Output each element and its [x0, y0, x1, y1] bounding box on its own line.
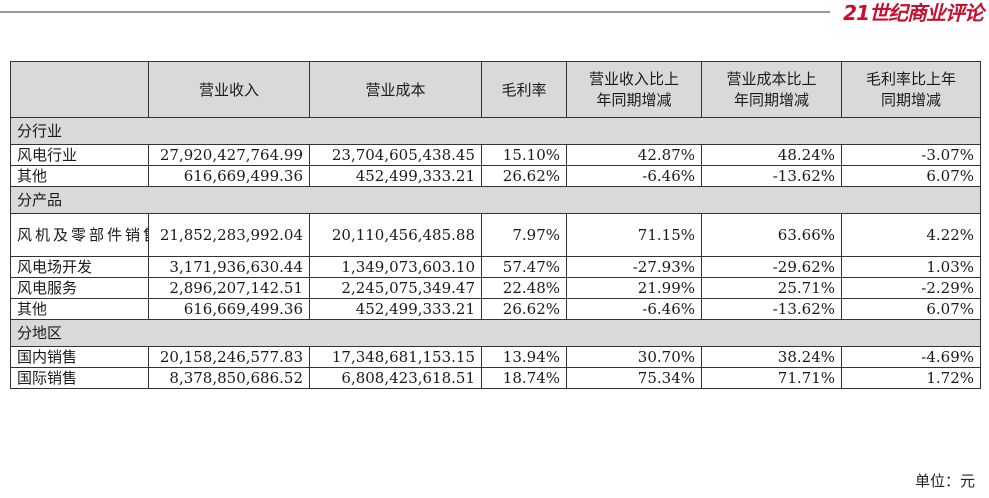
revenue-cell: 27,920,427,764.99 — [148, 144, 310, 166]
cost-cell: 23,704,605,438.45 — [309, 144, 482, 166]
cost-cell: 452,499,333.21 — [309, 298, 482, 320]
revenue-change-cell: 75.34% — [566, 367, 702, 389]
cost-change-cell: -13.62% — [701, 165, 842, 187]
table-row: 其他 616,669,499.36 452,499,333.21 26.62% … — [10, 298, 981, 320]
cost-cell: 452,499,333.21 — [309, 165, 482, 187]
cost-change-cell: -13.62% — [701, 298, 842, 320]
top-rule — [0, 11, 830, 13]
margin-change-cell: 4.22% — [841, 213, 981, 257]
header-blank — [10, 61, 149, 118]
cost-cell: 20,110,456,485.88 — [309, 213, 482, 257]
margin-change-cell: -3.07% — [841, 144, 981, 166]
header-margin-change: 毛利率比上年 同期增减 — [841, 61, 981, 118]
cost-change-cell: 63.66% — [701, 213, 842, 257]
margin-change-cell: 6.07% — [841, 165, 981, 187]
row-name: 其他 — [10, 165, 149, 187]
margin-change-cell: -2.29% — [841, 277, 981, 299]
margin-cell: 26.62% — [481, 298, 567, 320]
section-row-region: 分地区 — [10, 319, 981, 347]
margin-cell: 22.48% — [481, 277, 567, 299]
margin-cell: 18.74% — [481, 367, 567, 389]
row-name: 风电场开发 — [10, 256, 149, 278]
table-row: 风电场开发 3,171,936,630.44 1,349,073,603.10 … — [10, 256, 981, 278]
revenue-change-cell: 42.87% — [566, 144, 702, 166]
header-margin-change-line1: 毛利率比上年 — [865, 69, 956, 88]
row-name: 风电行业 — [10, 144, 149, 166]
unit-label: 单位：元 — [914, 472, 975, 490]
margin-cell: 15.10% — [481, 144, 567, 166]
revenue-change-cell: 30.70% — [566, 346, 702, 368]
brand-logo: 21世纪商业评论 — [843, 1, 984, 25]
table-row: 风电行业 27,920,427,764.99 23,704,605,438.45… — [10, 144, 981, 166]
cost-change-cell: 25.71% — [701, 277, 842, 299]
row-name: 国内销售 — [10, 346, 149, 368]
header-cost: 营业成本 — [309, 61, 482, 118]
row-name: 风机及零部件销售 — [10, 213, 149, 257]
revenue-cell: 8,378,850,686.52 — [148, 367, 310, 389]
header-margin-change-line2: 同期增减 — [880, 90, 941, 109]
cost-change-cell: 48.24% — [701, 144, 842, 166]
margin-change-cell: -4.69% — [841, 346, 981, 368]
table-row: 国内销售 20,158,246,577.83 17,348,681,153.15… — [10, 346, 981, 368]
cost-change-cell: -29.62% — [701, 256, 842, 278]
revenue-cell: 20,158,246,577.83 — [148, 346, 310, 368]
cost-cell: 17,348,681,153.15 — [309, 346, 482, 368]
header-revenue: 营业收入 — [148, 61, 310, 118]
revenue-cell: 616,669,499.36 — [148, 165, 310, 187]
cost-cell: 1,349,073,603.10 — [309, 256, 482, 278]
margin-cell: 7.97% — [481, 213, 567, 257]
margin-change-cell: 1.03% — [841, 256, 981, 278]
revenue-change-cell: -27.93% — [566, 256, 702, 278]
margin-cell: 57.47% — [481, 256, 567, 278]
margin-cell: 13.94% — [481, 346, 567, 368]
margin-change-cell: 6.07% — [841, 298, 981, 320]
header-revenue-change-line2: 年同期增减 — [596, 90, 672, 109]
cost-change-cell: 71.71% — [701, 367, 842, 389]
table-row: 国际销售 8,378,850,686.52 6,808,423,618.51 1… — [10, 367, 981, 389]
section-title: 分产品 — [10, 186, 981, 214]
table-header-row: 营业收入 营业成本 毛利率 营业收入比上 年同期增减 营业成本比上 年同期增减 … — [10, 61, 981, 118]
header-margin: 毛利率 — [481, 61, 567, 118]
cost-cell: 2,245,075,349.47 — [309, 277, 482, 299]
section-title: 分地区 — [10, 319, 981, 347]
revenue-cell: 2,896,207,142.51 — [148, 277, 310, 299]
revenue-cell: 616,669,499.36 — [148, 298, 310, 320]
revenue-change-cell: 71.15% — [566, 213, 702, 257]
cost-cell: 6,808,423,618.51 — [309, 367, 482, 389]
header-revenue-change: 营业收入比上 年同期增减 — [566, 61, 702, 118]
revenue-change-cell: -6.46% — [566, 298, 702, 320]
row-name: 其他 — [10, 298, 149, 320]
table-row: 风机及零部件销售 21,852,283,992.04 20,110,456,48… — [10, 213, 981, 257]
table-row: 风电服务 2,896,207,142.51 2,245,075,349.47 2… — [10, 277, 981, 299]
table-row: 其他 616,669,499.36 452,499,333.21 26.62% … — [10, 165, 981, 187]
section-row-industry: 分行业 — [10, 117, 981, 145]
header-cost-change: 营业成本比上 年同期增减 — [701, 61, 842, 118]
section-title: 分行业 — [10, 117, 981, 145]
header-cost-change-line2: 年同期增减 — [733, 90, 809, 109]
cost-change-cell: 38.24% — [701, 346, 842, 368]
margin-cell: 26.62% — [481, 165, 567, 187]
revenue-change-cell: 21.99% — [566, 277, 702, 299]
row-name: 风电服务 — [10, 277, 149, 299]
header-revenue-change-line1: 营业收入比上 — [588, 69, 679, 88]
section-row-product: 分产品 — [10, 186, 981, 214]
financial-table: 营业收入 营业成本 毛利率 营业收入比上 年同期增减 营业成本比上 年同期增减 … — [10, 61, 981, 389]
margin-change-cell: 1.72% — [841, 367, 981, 389]
revenue-cell: 21,852,283,992.04 — [148, 213, 310, 257]
row-name: 国际销售 — [10, 367, 149, 389]
revenue-cell: 3,171,936,630.44 — [148, 256, 310, 278]
header-cost-change-line1: 营业成本比上 — [726, 69, 817, 88]
revenue-change-cell: -6.46% — [566, 165, 702, 187]
